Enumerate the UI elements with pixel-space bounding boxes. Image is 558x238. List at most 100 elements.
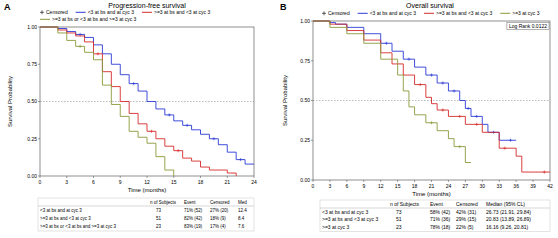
y-tick-label: 0.25 [300, 137, 310, 143]
plot-frame [313, 21, 550, 180]
x-tick [397, 180, 398, 182]
x-tick [200, 176, 201, 178]
x-tick [550, 180, 551, 182]
table-cell: 12.4 [238, 208, 247, 213]
table-rule [320, 208, 550, 209]
table-header: Censored [456, 201, 478, 207]
legend-swatch [142, 12, 152, 13]
censor-mark [475, 123, 478, 126]
censor-mark [467, 107, 470, 110]
panel-label: A [4, 2, 11, 12]
table-header: Censored [210, 200, 230, 205]
censor-mark [96, 52, 99, 55]
x-tick [414, 180, 415, 182]
censor-mark [168, 113, 171, 116]
x-tick [431, 180, 432, 182]
survival-curve [40, 27, 236, 176]
legend-label: Censored [328, 10, 350, 16]
legend-label: >=3 at bs and <3 at cyc 3 [154, 9, 211, 15]
censor-mark [79, 45, 82, 48]
table-cell: 71% (52) [184, 208, 203, 213]
y-tick [311, 21, 313, 22]
censor-mark [509, 139, 512, 142]
x-tick [516, 180, 517, 182]
x-tick-label: 21 [429, 183, 435, 189]
censor-mark [452, 89, 455, 92]
table-cell: 42% (31) [456, 209, 477, 215]
table-border [38, 198, 254, 231]
legend-label: <3 at bs and at cyc 3 [88, 9, 134, 15]
table-header: Event [184, 200, 196, 205]
censor-mark [385, 42, 388, 45]
censor-mark [186, 124, 189, 127]
y-tick [311, 180, 313, 181]
table-cell: 27% (20) [210, 208, 229, 213]
table-cell: 20.83 (13.89, 26.89) [486, 216, 531, 222]
x-tick [227, 176, 228, 178]
x-tick-label: 12 [144, 179, 150, 185]
table-cell: 8.4 [238, 216, 245, 221]
y-axis-label: Survival Probability [282, 75, 288, 126]
table-cell: 73 [396, 209, 402, 215]
censor-mark [475, 115, 478, 118]
table-cell: 51 [156, 216, 162, 221]
legend-swatch [500, 13, 510, 14]
table-cell: 17% (4) [210, 224, 226, 229]
x-tick [465, 180, 466, 182]
x-tick-label: 18 [412, 183, 418, 189]
table-cell: 22% (5) [456, 224, 474, 230]
x-tick-label: 0 [312, 183, 315, 189]
table-cell: 73 [156, 208, 162, 213]
x-axis-label: Time (months) [128, 187, 166, 193]
legend-label: >=3 at cyc 3 [512, 10, 539, 16]
legend-swatch [358, 13, 368, 14]
table-cell: 16.16 (9.26, 20.81) [486, 224, 529, 230]
table-cell: 29% (15) [456, 216, 477, 222]
x-tick-label: 9 [119, 179, 122, 185]
plot-frame [40, 27, 254, 176]
censor-mark [407, 58, 410, 61]
y-tick-label: 0.00 [27, 173, 37, 179]
table-cell: >=3 at cyc 3 [322, 224, 349, 230]
x-tick-label: 30 [480, 183, 486, 189]
plot-area [313, 21, 550, 174]
censor-mark [458, 115, 461, 118]
y-tick-label: 0.00 [300, 177, 310, 183]
y-tick [311, 140, 313, 141]
survival-curve [313, 21, 471, 163]
y-tick [311, 100, 313, 101]
x-tick [254, 176, 255, 178]
table-cell: <3 at bs and at cyc 3 [322, 209, 368, 215]
annotation: Log Rank 0.0122 [509, 23, 547, 29]
table-cell: 82% (42) [184, 216, 203, 221]
plot-area [40, 27, 254, 176]
legend-censor-symbol [322, 11, 326, 15]
legend-censor-symbol [40, 10, 44, 14]
legend-swatch [40, 19, 50, 20]
table-header: Event [430, 201, 443, 207]
table-rule [38, 206, 254, 207]
table-cell: 83% (19) [184, 224, 203, 229]
censor-mark [150, 130, 153, 133]
censor-mark [419, 83, 422, 86]
x-tick [329, 180, 330, 182]
y-tick [311, 60, 313, 61]
x-tick-label: 24 [446, 183, 452, 189]
table-cell: 23 [396, 224, 402, 230]
y-tick [38, 176, 40, 177]
x-tick-label: 27 [463, 183, 469, 189]
table-cell: 58% (42) [430, 209, 451, 215]
table-cell: 18% (9) [210, 216, 226, 221]
x-tick [380, 180, 381, 182]
x-tick-label: 0 [39, 179, 42, 185]
x-tick [448, 180, 449, 182]
y-axis-label: Survival Probability [7, 76, 13, 127]
y-tick-label: 0.25 [27, 136, 37, 142]
x-tick [533, 180, 534, 182]
censor-mark [430, 121, 433, 124]
legend-swatch [424, 13, 434, 14]
table-header: Median (95% CL) [486, 201, 525, 207]
x-tick [499, 180, 500, 182]
y-tick [38, 138, 40, 139]
censor-mark [458, 145, 461, 148]
